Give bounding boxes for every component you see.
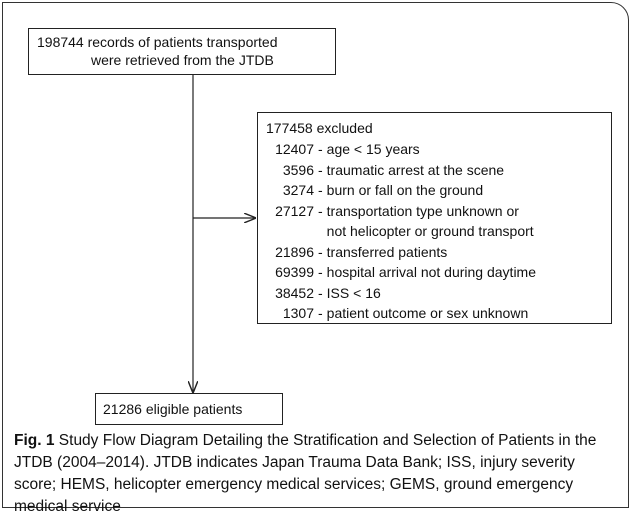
exclusion-row: 12407- age < 15 years (266, 139, 611, 160)
exclusion-count: 3274 (282, 182, 314, 199)
exclusion-row: 38452- ISS < 16 (266, 283, 611, 304)
records-line: were retrieved from the JTDB (91, 52, 274, 68)
separator: - (318, 305, 323, 322)
exclusion-reason: burn or fall on the ground (326, 182, 484, 199)
exclusion-count: 21896 (275, 243, 314, 260)
separator: - (318, 243, 323, 260)
exclusion-count: 1307 (282, 305, 314, 322)
exclusion-count: 38452 (275, 284, 314, 301)
exclusion-reason: traumatic arrest at the scene (326, 161, 505, 178)
exclusion-count: 12407 (275, 141, 314, 158)
exclusion-reason: patient outcome or sex unknown (326, 305, 529, 322)
exclusion-reason: transferred patients (326, 243, 448, 260)
separator: - (318, 264, 323, 281)
caption-text: Study Flow Diagram Detailing the Stratif… (14, 432, 597, 515)
caption: Fig. 1 Study Flow Diagram Detailing the … (14, 430, 619, 518)
exclusion-row: 27127- transportation type unknown or (266, 201, 611, 222)
exclusion-row: 21896- transferred patients (266, 242, 611, 263)
exclusion-reason: not helicopter or ground transport (326, 223, 534, 240)
exclusion-row: -not helicopter or ground transport (266, 221, 611, 242)
exclusion-reason: hospital arrival not during daytime (326, 264, 537, 281)
exclusion-reason: age < 15 years (326, 141, 420, 158)
exclusion-row: 3274- burn or fall on the ground (266, 180, 611, 201)
records-line: 198744 records of patients transported (37, 34, 278, 50)
exclusion-row: 1307- patient outcome or sex unknown (266, 303, 611, 324)
figure-frame (2, 2, 629, 508)
caption-label: Fig. 1 (14, 432, 55, 449)
exclusion-row: 69399- hospital arrival not during daytim… (266, 262, 611, 283)
separator: - (318, 141, 323, 158)
exclusion-reason: transportation type unknown or (326, 202, 519, 219)
exclusion-count: 3596 (282, 161, 314, 178)
eligible-box: 21286 eligible patients (95, 393, 283, 425)
separator: - (318, 182, 323, 199)
exclusion-reason: ISS < 16 (326, 284, 381, 301)
separator: - (318, 161, 323, 178)
excluded-title: 177458 excluded (266, 120, 373, 136)
excluded-box: 177458 excluded 12407- age < 15 years 3596… (257, 112, 612, 324)
records-box: 198744 records of patients transported w… (28, 28, 336, 75)
exclusion-row: 3596- traumatic arrest at the scene (266, 160, 611, 181)
exclusion-count: 27127 (275, 202, 314, 219)
separator: - (318, 284, 323, 301)
separator: - (318, 202, 323, 219)
exclusion-count: 69399 (275, 264, 314, 281)
